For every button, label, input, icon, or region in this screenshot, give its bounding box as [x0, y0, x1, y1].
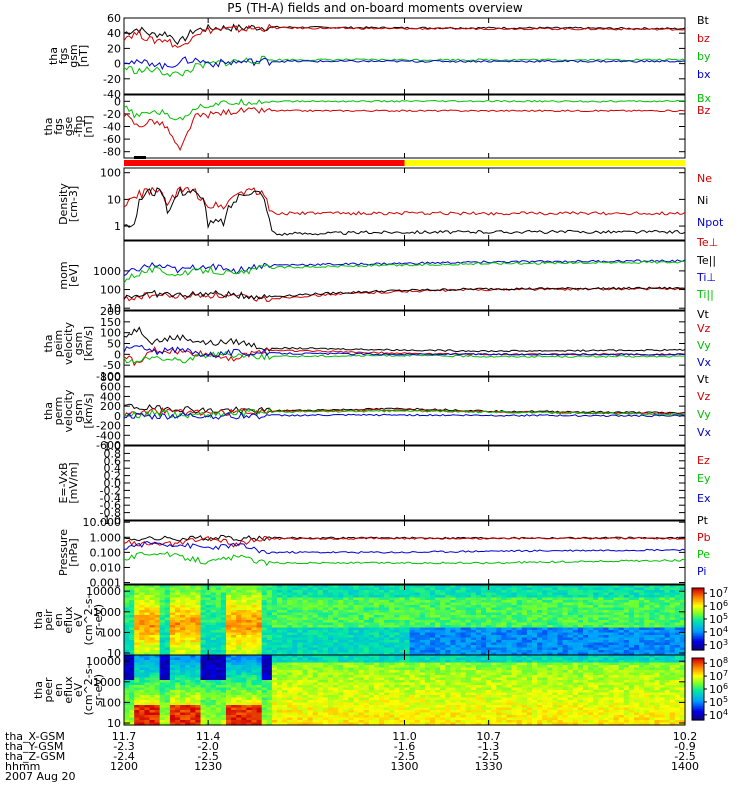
- legend-label: Pb: [697, 531, 711, 544]
- panel-pressure: 10.0001.0000.1000.0100.001Pressure[nPa]P…: [57, 514, 711, 590]
- series-line-Bz: [124, 108, 685, 150]
- page-title: P5 (TH-A) fields and on-board moments ov…: [0, 1, 750, 15]
- colorbar-label: 106: [709, 599, 728, 613]
- ytick-label: 0: [114, 58, 121, 71]
- legend-label: Te⊥: [696, 236, 718, 249]
- ytick-label: 0: [114, 95, 121, 108]
- legend-label: Ti⊥: [696, 271, 716, 284]
- ytick-label: -80: [103, 146, 121, 159]
- ytick-label: -40: [103, 121, 121, 134]
- ytick-label: 100: [100, 284, 121, 297]
- legend-label: Pt: [697, 514, 709, 527]
- ytick-label: -20: [103, 73, 121, 86]
- ylabel-line: [nT]: [82, 115, 95, 137]
- ytick-label: 1.000: [90, 531, 122, 544]
- legend-label: Te||: [696, 254, 716, 267]
- ylabel-line: [eV]: [67, 264, 80, 287]
- ytick-label: 10.000: [83, 516, 122, 529]
- spectrogram-peir-spectrogram: [124, 585, 686, 656]
- series-line-by: [124, 56, 685, 76]
- legend-label: Vz: [697, 322, 711, 335]
- legend-label: Vx: [697, 426, 712, 439]
- legend-label: Ez: [697, 454, 710, 467]
- legend-label: Ne: [697, 172, 712, 185]
- spectrogram-peer-spectrogram: [124, 655, 686, 726]
- legend-label: Ey: [697, 472, 711, 485]
- ytick-label: 20: [107, 42, 121, 55]
- panel-frame-moments: [124, 241, 685, 310]
- ytick-label: -60: [103, 133, 121, 146]
- legend-label: by: [697, 50, 711, 63]
- legend-label: Ni: [697, 194, 708, 207]
- ytick-label: 100: [100, 167, 121, 180]
- ylabel-line: [nPa]: [67, 538, 80, 566]
- legend-label: bz: [697, 32, 710, 45]
- legend-label: bx: [697, 68, 711, 81]
- ytick-label: 1000: [93, 265, 121, 278]
- panel-frame-efield: [124, 446, 685, 520]
- legend-label: Ti||: [696, 288, 714, 301]
- series-line-Ne: [124, 187, 685, 215]
- panel-efield: 1.00.80.60.40.20.0-0.2-0.4-0.6-0.8-1.0E=…: [57, 440, 711, 527]
- panel-peer-spectrogram: 10000100010010thapeerenefluxeV(cm^2-s-sr…: [32, 655, 728, 730]
- legend-label: Pi: [697, 565, 706, 578]
- legend-label: Bt: [697, 14, 710, 27]
- colorbar-label: 104: [709, 625, 728, 639]
- ytick-label: 40: [107, 27, 121, 40]
- legend-label: Vx: [697, 356, 712, 369]
- legend-label: Vy: [697, 339, 711, 352]
- series-line-Vt: [124, 327, 685, 351]
- legend-label: Vy: [697, 408, 711, 421]
- panel-frame-fgs-gse: [124, 95, 685, 158]
- ylabel-line: [mV/m]: [67, 462, 80, 503]
- panel-peir-spectrogram: 10000100010010thapeirenefluxeV(cm^2-s-sr…: [32, 585, 728, 660]
- ylabel-line: [nT]: [77, 45, 90, 67]
- colorbar-label: 107: [709, 586, 728, 600]
- panel-perm-velocity: 8006004002000-200-400-600thapermvelocity…: [42, 371, 712, 452]
- ylabel-line: sr-eV): [92, 604, 105, 636]
- series-line-Vy: [124, 352, 685, 363]
- ytick-label: 0.010: [90, 561, 122, 574]
- series-line-Te||: [124, 287, 685, 300]
- legend-label: Npot: [697, 216, 724, 229]
- legend-label: Vt: [697, 308, 710, 321]
- panel-frame-density: [124, 168, 685, 240]
- legend-label: Vz: [697, 390, 711, 403]
- series-line-Pe: [124, 552, 685, 565]
- legend-label: Pe: [697, 548, 710, 561]
- panel-peim-velocity: 200150100500-50-100thapeimvelocitygsm[km…: [42, 305, 712, 383]
- ylabel-line: [km/s]: [82, 393, 95, 428]
- ytick-label: 10: [107, 193, 121, 206]
- series-line-Pi: [124, 541, 685, 553]
- colorbar-label: 105: [709, 612, 728, 626]
- ylabel-line: [cm-3]: [67, 186, 80, 222]
- ytick-label: 1: [114, 220, 121, 233]
- colorbar-label: 103: [709, 638, 728, 652]
- ytick-label: -20: [103, 108, 121, 121]
- panel-frame-peim-velocity: [124, 311, 685, 376]
- legend-label: Vt: [697, 373, 710, 386]
- legend-label: Ex: [697, 492, 711, 505]
- series-line-Ti||: [124, 261, 685, 283]
- ytick-label: 0.100: [90, 546, 122, 559]
- legend-label: Bz: [697, 104, 711, 117]
- ylabel-line: [km/s]: [82, 326, 95, 361]
